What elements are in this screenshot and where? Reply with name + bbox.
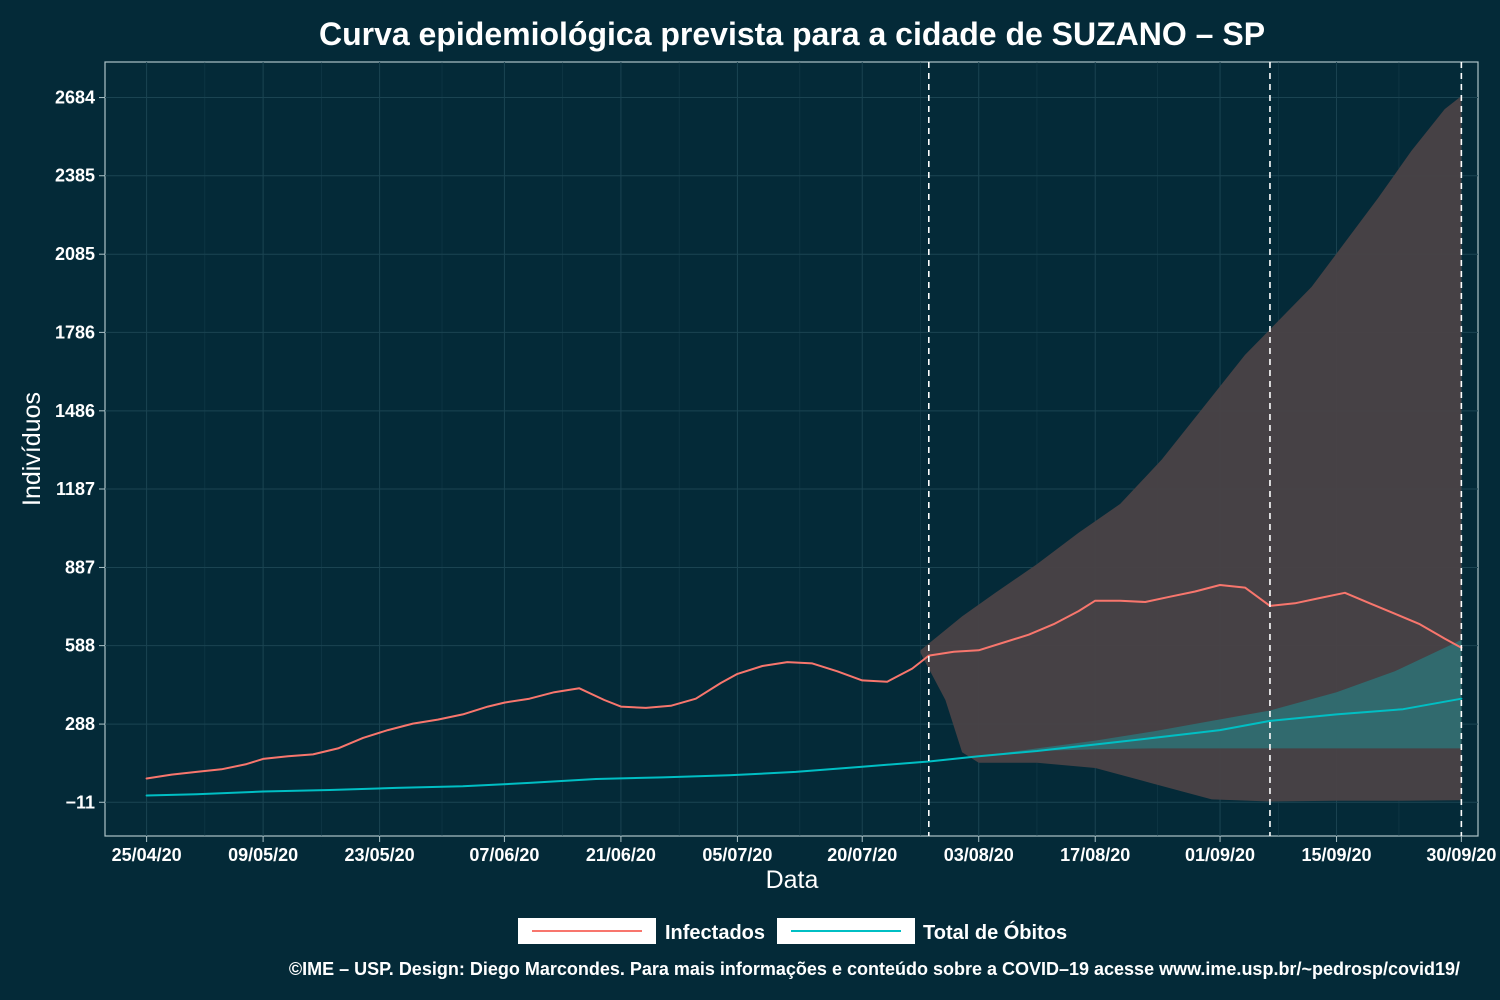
x-tick-label: 05/07/20	[702, 845, 772, 865]
legend: Infectados Total de Óbitos	[518, 918, 1067, 944]
y-tick-label: −11	[65, 792, 95, 812]
confidence-bands	[920, 96, 1462, 802]
x-tick-label: 15/09/20	[1302, 845, 1372, 865]
x-tick-label: 25/04/20	[112, 845, 182, 865]
y-tick-label: 1187	[56, 479, 95, 499]
x-tick-label: 21/06/20	[586, 845, 656, 865]
y-tick-label: 288	[65, 714, 95, 734]
y-tick-label: 588	[65, 636, 95, 656]
y-tick-label: 887	[65, 557, 95, 577]
x-axis-ticks: 25/04/20 09/05/20 23/05/20 07/06/20 21/06/20…	[112, 836, 1496, 865]
legend-label-infectados: Infectados	[665, 922, 765, 944]
y-tick-label: 1786	[55, 322, 95, 342]
x-tick-label: 07/06/20	[469, 845, 539, 865]
y-axis-title: Indivíduos	[18, 392, 46, 506]
vertical-markers	[927, 62, 1463, 836]
y-tick-label: 2385	[55, 166, 95, 186]
series-line-infectados	[145, 584, 1463, 780]
series-lines	[145, 584, 1463, 797]
y-tick-label: 2085	[55, 244, 95, 264]
series-line-obitos	[145, 697, 1463, 797]
x-axis-title: Data	[766, 866, 819, 894]
caption: ©IME – USP. Design: Diego Marcondes. Par…	[289, 959, 1460, 979]
x-tick-label: 17/08/20	[1060, 845, 1130, 865]
x-tick-label: 20/07/20	[827, 845, 897, 865]
y-tick-label: 1486	[55, 401, 95, 421]
deaths-confidence-band	[928, 639, 1462, 762]
plot-panel	[104, 61, 1479, 837]
chart-title: Curva epidemiológica prevista para a cid…	[319, 16, 1265, 52]
x-tick-label: 03/08/20	[944, 845, 1014, 865]
x-tick-label: 23/05/20	[345, 845, 415, 865]
infected-confidence-band	[920, 96, 1462, 802]
x-tick-label: 01/09/20	[1185, 845, 1255, 865]
x-tick-label: 30/09/20	[1426, 845, 1496, 865]
y-tick-label: 2684	[55, 88, 95, 108]
legend-label-obitos: Total de Óbitos	[923, 920, 1067, 944]
x-tick-label: 09/05/20	[228, 845, 298, 865]
y-axis-ticks: −11 288 588 887 1187 1486 1786 2085 2385 2684	[55, 88, 105, 812]
